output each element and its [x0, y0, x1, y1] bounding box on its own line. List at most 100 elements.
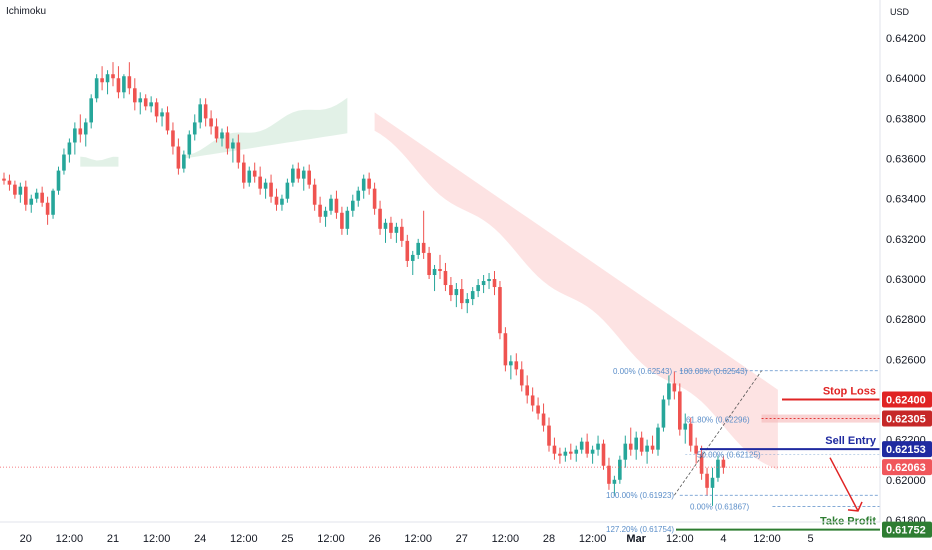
fib-label-618: 61.80% (0.62296) [686, 415, 750, 424]
candle-body [432, 268, 437, 275]
fib-label-50: 50.00% (0.62125) [697, 451, 761, 460]
take-profit-price-tag-bg [882, 521, 932, 538]
candle-body [705, 473, 709, 488]
candle-body [345, 210, 350, 229]
x-tick-label: 24 [194, 533, 206, 545]
candle-body [710, 477, 715, 488]
candle-body [656, 427, 660, 450]
candle-body [716, 459, 720, 478]
candle-body [596, 443, 600, 450]
x-tick-label: 25 [281, 533, 293, 545]
x-tick-label: 27 [456, 533, 468, 545]
candle-body [427, 252, 431, 275]
x-tick-label: 5 [808, 533, 814, 545]
candle-body [639, 437, 644, 452]
candle-body [612, 479, 617, 484]
candle-body [394, 226, 399, 233]
candle-body [628, 443, 633, 450]
x-tick-label: 12:00 [404, 533, 432, 545]
y-tick-label: 0.63600 [886, 154, 926, 166]
candle-body [449, 285, 453, 296]
candle-body [149, 102, 153, 107]
x-tick-label: 12:00 [666, 533, 694, 545]
candle-body [274, 196, 279, 205]
candle-body [231, 142, 235, 149]
candle-body [476, 285, 480, 292]
candle-body [296, 168, 301, 179]
candle-body [383, 222, 388, 229]
y-tick-label: 0.62800 [886, 314, 926, 326]
candle-body [40, 192, 44, 203]
fib-diagonal [674, 370, 762, 496]
candle-body [285, 182, 290, 199]
candle-body [307, 170, 311, 185]
y-tick-label: 0.63400 [886, 194, 926, 206]
x-tick-label: Mar [626, 533, 646, 545]
fib-label-0: 0.00% (0.61867) [690, 502, 749, 511]
y-tick-label: 0.62000 [886, 475, 926, 487]
candle-body [519, 369, 524, 386]
x-tick-label: 28 [543, 533, 555, 545]
candle-body [154, 102, 159, 117]
candle-body [514, 361, 519, 370]
candle-body [138, 98, 143, 103]
candle-body [18, 186, 23, 195]
candle-body [487, 279, 491, 282]
candle-body [372, 188, 377, 209]
candle-body [503, 333, 508, 366]
time-axis: 20 12:00 21 12:00 24 12:00 25 12:00 26 12:00 27 12:… [0, 521, 880, 545]
indicator-label: Ichimoku [6, 6, 47, 17]
candle-body [165, 112, 170, 131]
candle-body [187, 134, 192, 155]
candle-body [378, 208, 382, 229]
candle-body [13, 184, 17, 195]
candle-body [56, 170, 61, 191]
bull-cloud [183, 97, 348, 159]
candle-body [498, 287, 502, 334]
price-axis-bg [880, 0, 932, 550]
candle-body [291, 168, 295, 183]
bull-cloud-small [80, 156, 119, 167]
current-price-tag: 0.62063 [886, 462, 926, 474]
candle-body [607, 465, 611, 484]
price-axis: USD 0.64200 0.64000 0.63800 0.63600 0.63400 0.… [879, 0, 932, 550]
candle-body [623, 443, 628, 460]
candle-body [252, 170, 257, 177]
candle-body [94, 78, 99, 99]
fib-label-top: 0.00% (0.62543) - 100.00% (0.62543) [613, 367, 748, 376]
candle-body [29, 198, 34, 205]
candle-body [116, 78, 121, 93]
candle-body [481, 281, 486, 286]
x-tick-label: 12:00 [579, 533, 607, 545]
candle-body [618, 459, 622, 480]
candle-body [258, 176, 262, 189]
candle-body [340, 212, 344, 229]
candle-body [122, 76, 126, 93]
candle-body [220, 132, 224, 139]
candle-body [301, 170, 306, 179]
candle-body [100, 78, 104, 83]
candle-body [601, 443, 606, 466]
candle-body [650, 445, 655, 450]
x-tick-label: 12:00 [143, 533, 171, 545]
fib-label-1272: 127.20% (0.61754) [606, 525, 674, 534]
candle-body [351, 200, 355, 211]
y-tick-label: 0.63200 [886, 234, 926, 246]
candle-body [721, 459, 726, 468]
trade-overlays: 0.00% (0.62543) - 100.00% (0.62543) 61.80… [0, 367, 880, 534]
candle-body [89, 98, 93, 123]
candle-body [688, 423, 693, 446]
candle-body [438, 268, 442, 271]
sell-entry-price-tag-bg [882, 441, 932, 458]
candle-body [329, 198, 333, 211]
candle-body [492, 279, 497, 288]
candle-body [182, 154, 186, 169]
x-tick-label: 12:00 [753, 533, 781, 545]
candle-body [242, 162, 246, 183]
candle-body [590, 449, 595, 454]
candle-body [547, 425, 551, 446]
candle-body [574, 449, 579, 454]
x-tick-label: 4 [720, 533, 726, 545]
bear-cloud [374, 112, 778, 470]
